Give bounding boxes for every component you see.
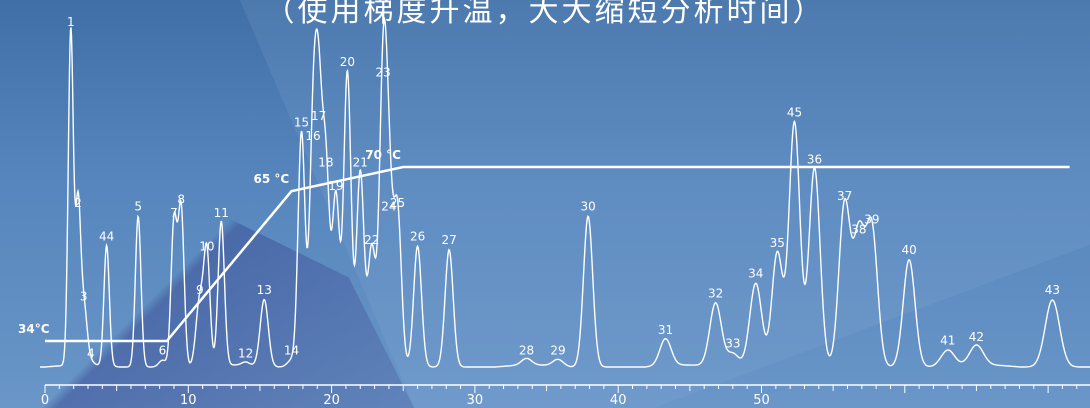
peak-label: 32 (708, 286, 723, 300)
peak-label: 45 (787, 105, 802, 119)
peak-label: 39 (864, 213, 879, 227)
peak-label: 22 (364, 233, 379, 247)
peak-label: 35 (770, 236, 785, 250)
peak-label: 9 (196, 283, 204, 297)
peak-label: 20 (340, 55, 355, 69)
peak-label: 23 (376, 65, 391, 79)
peak-label: 25 (390, 196, 405, 210)
peak-label: 26 (410, 229, 425, 243)
peak-label: 14 (284, 343, 299, 357)
peak-label: 16 (305, 129, 320, 143)
peak-label: 2 (74, 196, 82, 210)
peak-label: 19 (328, 179, 343, 193)
peak-label: 37 (837, 189, 852, 203)
peak-label: 21 (353, 156, 368, 170)
temperature-label: 34°C (18, 322, 50, 336)
peak-label: 13 (257, 283, 272, 297)
chart-title: （使用梯度升温，大大缩短分析时间） (264, 0, 826, 29)
peak-label: 15 (294, 116, 309, 130)
peak-label: 41 (940, 333, 955, 347)
peak-label: 5 (134, 199, 142, 213)
x-tick-label: 10 (180, 393, 197, 408)
chromatogram-trace (40, 16, 1090, 368)
peak-label: 17 (311, 109, 326, 123)
peak-label: 33 (725, 337, 740, 351)
peak-label: 38 (851, 223, 866, 237)
peak-label: 6 (159, 343, 167, 357)
peak-label: 31 (658, 323, 673, 337)
peak-label: 36 (807, 152, 822, 166)
peak-label: 43 (1045, 283, 1060, 297)
peak-label: 10 (199, 239, 214, 253)
temperature-program-line (45, 165, 1070, 343)
peak-label: 29 (550, 343, 565, 357)
peak-label: 34 (748, 266, 763, 280)
peak-label: 4 (87, 347, 95, 361)
peak-label: 24 (381, 199, 396, 213)
x-tick-label: 20 (323, 393, 340, 408)
peak-label: 8 (177, 193, 185, 207)
temperature-label: 65 °C (253, 172, 289, 186)
temperature-label: 70 °C (365, 148, 401, 162)
peak-label: 44 (99, 229, 114, 243)
peak-label: 12 (238, 347, 253, 361)
x-tick-label: 30 (467, 393, 484, 408)
peak-label: 28 (519, 343, 534, 357)
x-tick-label: 50 (753, 393, 770, 408)
peak-label: 18 (318, 156, 333, 170)
peak-label: 42 (969, 330, 984, 344)
peak-label: 11 (214, 206, 229, 220)
peak-label: 3 (80, 290, 88, 304)
peak-label: 1 (67, 15, 75, 29)
x-tick-label: 0 (41, 393, 49, 408)
x-tick-label: 40 (610, 393, 627, 408)
peak-label: 30 (580, 199, 595, 213)
peak-label: 27 (441, 233, 456, 247)
peak-label: 40 (901, 243, 916, 257)
peak-label: 7 (170, 206, 178, 220)
